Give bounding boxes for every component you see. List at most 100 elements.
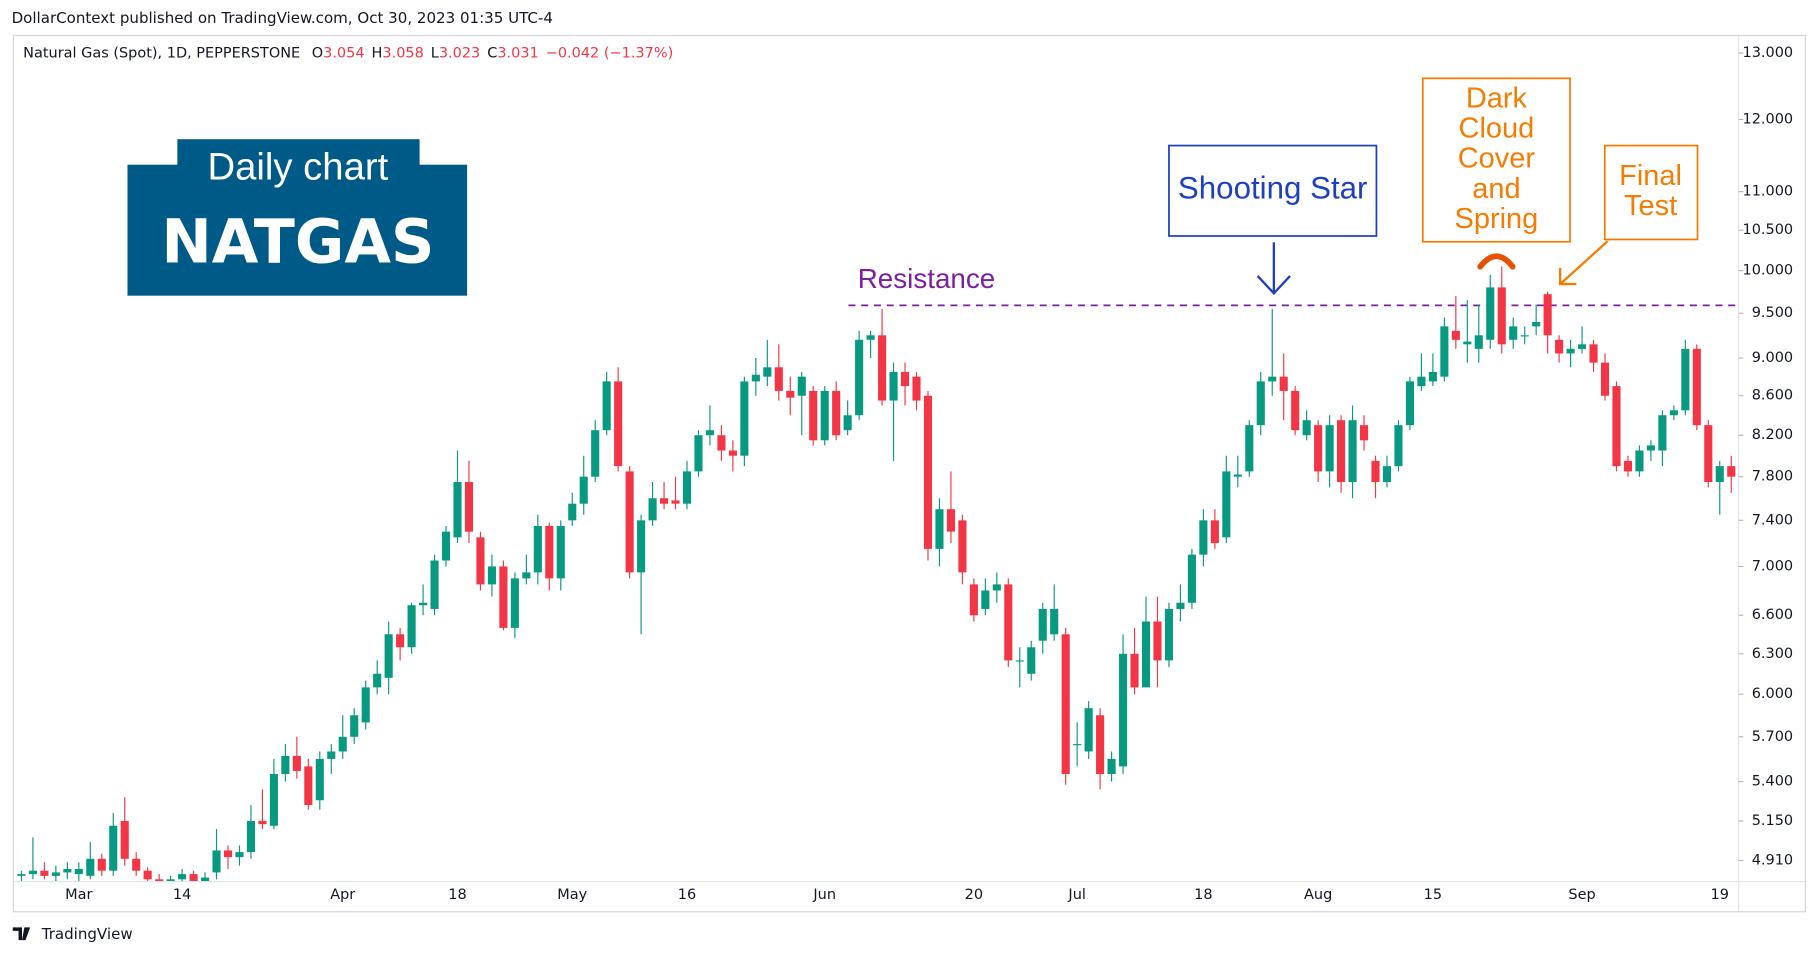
candle-body [602, 381, 611, 431]
candle-body [1382, 466, 1392, 483]
candle-body [86, 858, 95, 876]
candle-body [820, 390, 829, 441]
candle-body [1543, 294, 1552, 336]
candle-body [900, 371, 910, 387]
candle-body [728, 450, 737, 456]
candle-body [1371, 460, 1380, 483]
candle-body [1520, 335, 1529, 337]
x-tick-label: 19 [1711, 887, 1729, 903]
candle-body [579, 476, 588, 504]
header: DollarContext published on TradingView.c… [12, 9, 553, 27]
legend: Natural Gas (Spot), 1D, PEPPERSTONE O3.0… [23, 45, 673, 61]
x-tick-label: 20 [965, 887, 983, 903]
candle-body [1509, 326, 1518, 340]
candle-body [889, 371, 898, 401]
legend-prefix: L [431, 45, 439, 61]
candle-body [292, 755, 301, 771]
candle-body [1141, 621, 1151, 688]
candle-body [1658, 415, 1667, 451]
pane-border [12, 34, 1806, 913]
candle-body [533, 525, 542, 573]
y-tick-label: 6.000 [1752, 686, 1793, 702]
candle-body [923, 395, 933, 549]
candle-body [40, 870, 49, 876]
candle-body [1600, 362, 1610, 396]
candle-body [1015, 660, 1024, 662]
candle-body [866, 335, 875, 340]
candle-body [1612, 386, 1621, 467]
candle-body [1359, 425, 1369, 441]
x-tick-label: Sep [1568, 887, 1595, 903]
candle-body [1153, 621, 1162, 661]
candle-body [373, 673, 382, 688]
y-tick-label: 13.000 [1742, 45, 1793, 61]
legend-prefix: H [372, 45, 383, 61]
candle-body [1222, 471, 1231, 538]
candle-body [132, 858, 141, 871]
candle-body [51, 872, 60, 876]
candle-body [969, 584, 978, 616]
candle-body [878, 335, 887, 401]
candle-body [258, 820, 267, 825]
candle-body [1233, 474, 1242, 477]
candle-body [1715, 466, 1724, 483]
arrow [1558, 240, 1609, 286]
candle-body [1681, 348, 1690, 411]
candle-body [281, 755, 290, 774]
candle-body [1061, 634, 1070, 774]
candle-body [510, 578, 519, 628]
candle-body [591, 430, 600, 477]
y-tick-label: 8.200 [1752, 427, 1793, 443]
badge [127, 164, 468, 296]
candle-body [1532, 321, 1541, 327]
annotation-line: Cover [1458, 143, 1536, 175]
candle-body [453, 482, 462, 538]
candle-body [1279, 376, 1288, 391]
legend-value: 3.058 [382, 45, 423, 61]
candle-body [912, 376, 921, 401]
candle-body [1646, 445, 1655, 451]
candle-body [384, 634, 393, 678]
candle-body [97, 858, 106, 871]
candle-body [441, 531, 451, 561]
candle-body [740, 381, 749, 456]
y-tick-label: 9.000 [1752, 350, 1793, 366]
candle-body [1623, 460, 1633, 472]
candle-body [120, 820, 129, 859]
x-tick-label: 14 [173, 887, 191, 903]
candle-body [1119, 653, 1128, 767]
legend-prefix: C [487, 45, 497, 61]
candle-body [1004, 584, 1013, 661]
candle-body [1256, 381, 1265, 426]
candle-body [464, 482, 474, 532]
candle-body [1107, 758, 1116, 774]
x-tick-label: Apr [330, 887, 355, 903]
candle-body [350, 715, 359, 737]
candle-body [1199, 520, 1208, 555]
candle-body [1555, 339, 1564, 354]
arrow [1256, 242, 1291, 296]
candle-body [1268, 376, 1277, 382]
footer-brand: TradingView [41, 925, 133, 943]
candle-body [774, 367, 783, 391]
candle-body [935, 509, 944, 549]
candle-body [637, 520, 646, 573]
y-tick-label: 5.700 [1752, 729, 1793, 745]
candle-body [143, 870, 152, 880]
annotation-line: and [1472, 173, 1520, 205]
candle-body [958, 520, 967, 573]
candle-body [786, 390, 795, 398]
candle-body [407, 605, 416, 648]
candle-body [1428, 371, 1437, 382]
candle-body [212, 850, 221, 873]
annotation-line: Test [1624, 190, 1677, 222]
candle-body [1704, 425, 1713, 483]
candle-body [981, 590, 990, 609]
candle-body [763, 367, 772, 377]
legend-prefix: O [312, 45, 323, 61]
candle-body [499, 566, 508, 628]
candle-body [1325, 425, 1334, 472]
y-tick-label: 10.500 [1742, 222, 1793, 238]
